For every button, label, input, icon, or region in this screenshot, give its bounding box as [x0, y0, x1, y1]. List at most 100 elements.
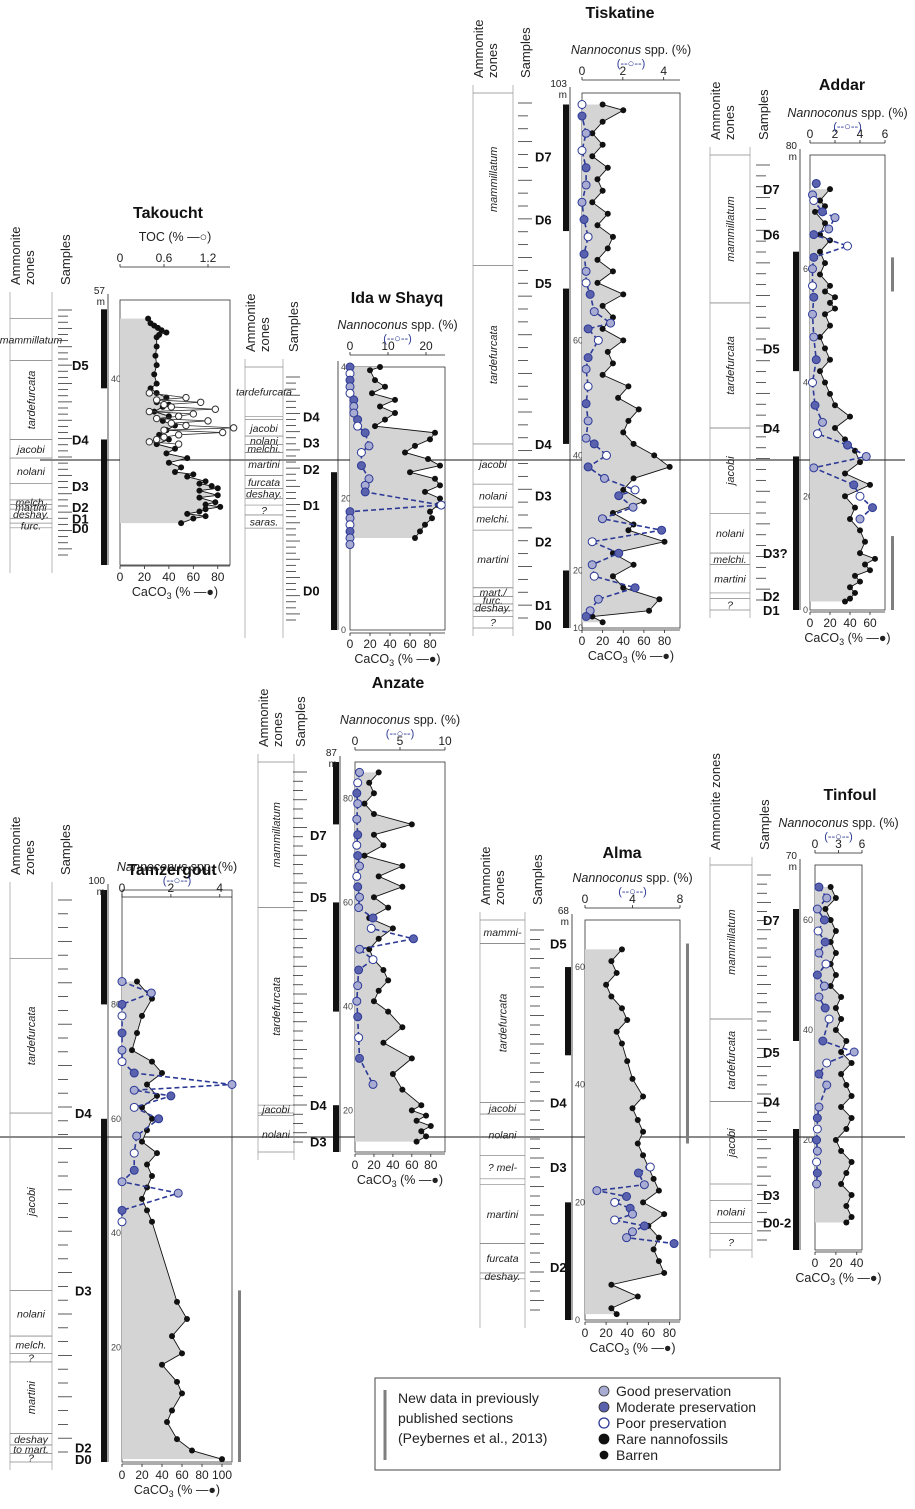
ammonite-zone-label: ?: [728, 1237, 734, 1249]
panel-title: Ida w Shayq: [351, 290, 443, 307]
top-tick-label: 4: [857, 127, 864, 141]
nannoconus-point: [581, 433, 591, 443]
caco3-point: [366, 779, 373, 786]
nannoconus-point: [117, 999, 127, 1009]
d-event-label: D3?: [763, 546, 788, 561]
caco3-point: [827, 186, 833, 193]
bottom-tick-label: 0: [807, 616, 814, 630]
nannoconus-point: [360, 487, 370, 497]
caco3-point: [838, 1071, 845, 1077]
ammonite-zone-label: tardefurcata: [488, 325, 500, 384]
zone-column-header: Ammonitezones: [8, 816, 37, 875]
caco3-point: [625, 417, 632, 424]
caco3-point: [843, 1038, 850, 1044]
ammonite-zone-label: nolani: [716, 528, 745, 540]
caco3-point: [827, 390, 833, 397]
bottom-tick-label: 0: [582, 1326, 589, 1340]
caco3-point: [613, 969, 620, 976]
depth-tick-label: 0: [803, 605, 808, 615]
caco3-point: [149, 1058, 155, 1065]
caco3-point: [134, 978, 140, 985]
toc-point: [229, 424, 238, 432]
caco3-point: [655, 1187, 662, 1194]
nannoconus-point: [861, 451, 871, 461]
nannoconus-point: [583, 232, 593, 242]
ammonite-zone-label: ?: [28, 1453, 34, 1465]
depth-tick-label: 60: [803, 915, 813, 925]
caco3-point: [620, 107, 627, 114]
ammonite-zone-label: saras.: [250, 517, 279, 529]
d-event-label: D7: [310, 828, 327, 843]
caco3-point: [848, 1060, 855, 1066]
nannoconus-point: [809, 332, 819, 342]
caco3-point: [174, 1436, 180, 1443]
caco3-point: [392, 410, 398, 417]
caco3-point: [609, 360, 616, 367]
samples-column: [293, 771, 307, 1143]
ammonite-zone-label: furcata: [248, 477, 280, 489]
caco3-point: [827, 917, 834, 923]
caco3-point: [214, 492, 221, 499]
zone-column: tardefurcata jacobi nolani melch.? martini de…: [9, 882, 53, 1470]
ammonite-zone-label: jacobi: [248, 423, 278, 435]
nannoconus-point: [633, 1168, 643, 1178]
caco3-point: [418, 1128, 425, 1135]
top-axis-title: Nannoconus spp. (%): [117, 860, 237, 874]
caco3-point: [838, 1181, 845, 1187]
nannoconus-point: [818, 1036, 828, 1046]
caco3-point: [437, 495, 443, 502]
nannoconus-point: [352, 788, 362, 798]
depth-tick-label: 60: [573, 335, 583, 345]
nannoconus-point: [813, 926, 823, 936]
bottom-axis-title: CaCO3 (% —●): [588, 649, 674, 665]
caco3-point: [848, 1159, 855, 1165]
section-panel: Ida w Shayq Ammonitezones Samples tardefurc…: [236, 290, 458, 668]
caco3-point: [599, 101, 606, 108]
caco3-point: [190, 471, 197, 478]
caco3-point: [412, 534, 418, 541]
caco3-point: [852, 589, 858, 596]
nannoconus-point: [855, 491, 865, 501]
nannoconus-point: [812, 1157, 822, 1167]
nannoconus-point: [117, 1217, 127, 1227]
bottom-tick-label: 40: [155, 1468, 169, 1482]
d-event-label: D6: [535, 213, 552, 228]
nannoconus-point: [579, 215, 589, 225]
nannoconus-point: [353, 851, 363, 861]
nannoconus-point: [355, 767, 364, 777]
nannoconus-point: [819, 915, 829, 925]
nannoconus-point: [368, 913, 378, 923]
caco3-point: [151, 371, 158, 378]
bottom-tick-label: 60: [187, 570, 201, 584]
legend: New data in previously published section…: [374, 1377, 781, 1471]
caco3-point: [838, 1148, 845, 1154]
nannoconus-point: [353, 830, 363, 840]
top-tick-label: 2: [619, 64, 626, 78]
caco3-point: [190, 515, 197, 522]
nannoconus-point: [812, 1168, 822, 1178]
caco3-point: [425, 456, 431, 463]
caco3-point: [202, 506, 209, 513]
depth-tick-label: 20: [575, 1197, 585, 1207]
depth-top-label: 100: [88, 876, 105, 887]
ammonite-zone-label: ?: [727, 599, 733, 611]
caco3-point: [159, 1361, 165, 1368]
caco3-point: [145, 315, 152, 322]
depth-tick-label: 40: [803, 1025, 813, 1035]
d-event-label: D3: [303, 436, 320, 451]
nannoconus-point: [599, 473, 609, 483]
toc-point: [145, 407, 154, 416]
bottom-tick-label: 0: [117, 570, 124, 584]
bottom-tick-label: 40: [850, 1256, 864, 1270]
caco3-point: [822, 260, 828, 267]
legend-note-line-2: published sections: [398, 1410, 513, 1426]
section-panel: Tiskatine Ammonitezones Samples mammillatum…: [471, 5, 691, 665]
caco3-point: [158, 327, 165, 334]
caco3-point: [382, 416, 388, 423]
nannoconus-point: [820, 1003, 830, 1013]
nannoconus-point: [577, 197, 587, 207]
section-panel: Alma Ammonitezones Samples mammi-tardefurca…: [478, 845, 693, 1357]
caco3-point: [625, 527, 632, 534]
caco3-point: [408, 821, 415, 828]
nannoconus-point: [173, 1188, 183, 1198]
